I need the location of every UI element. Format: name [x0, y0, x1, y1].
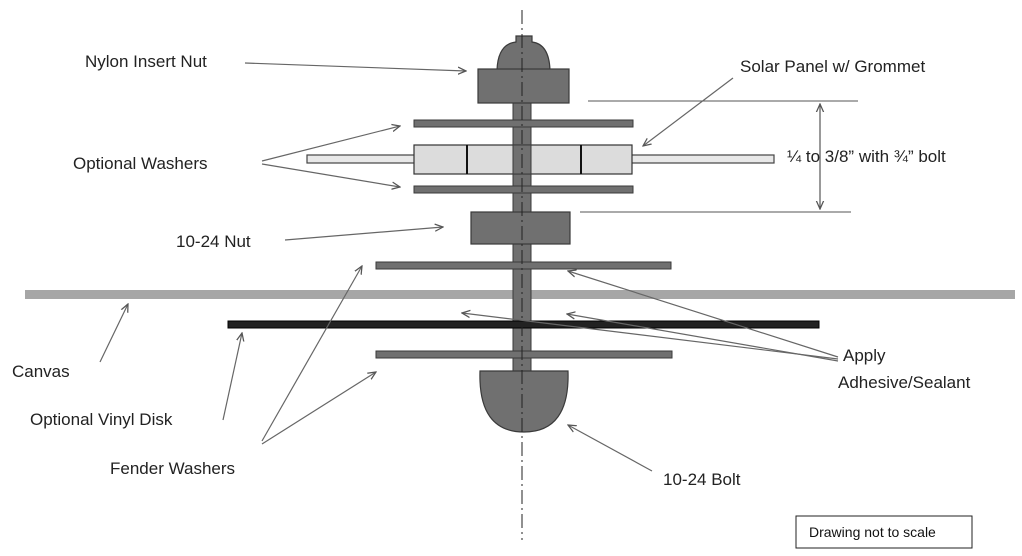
- leader-bolt: [568, 425, 653, 472]
- fender-washer-top: [375, 261, 672, 270]
- label-optional-washers: Optional Washers: [73, 154, 207, 173]
- label-solar-panel: Solar Panel w/ Grommet: [740, 57, 925, 76]
- vinyl-disk: [227, 320, 820, 329]
- leader-nylon-nut: [244, 62, 466, 71]
- nut-10-24: [470, 211, 571, 245]
- scale-note-box: [795, 515, 973, 549]
- bolt-tip: [496, 35, 551, 71]
- leader-apply-2: [462, 313, 839, 360]
- label-canvas: Canvas: [12, 362, 70, 381]
- leader-apply-1: [568, 271, 839, 358]
- leader-washer-top: [261, 126, 400, 162]
- label-nut-10-24: 10-24 Nut: [176, 232, 251, 251]
- leader-solar-panel: [643, 77, 734, 146]
- label-nylon-insert-nut: Nylon Insert Nut: [85, 52, 207, 71]
- bolt-head: [479, 370, 569, 433]
- fender-washer-bottom: [375, 350, 673, 359]
- label-apply: Apply: [843, 346, 886, 365]
- optional-washer-bottom: [413, 185, 634, 194]
- label-fender-washers: Fender Washers: [110, 459, 235, 478]
- leader-nut: [284, 227, 443, 241]
- scale-note: Drawing not to scale: [809, 524, 936, 540]
- leader-fender-top: [261, 266, 362, 442]
- leader-vinyl: [222, 333, 242, 421]
- leader-fender-bottom: [261, 372, 376, 445]
- label-thickness: ¼ to 3/8” with ¾” bolt: [787, 147, 946, 166]
- nylon-insert-nut: [477, 68, 570, 104]
- leader-washer-bottom: [261, 163, 400, 187]
- label-optional-vinyl-disk: Optional Vinyl Disk: [30, 410, 173, 429]
- leader-canvas: [99, 304, 128, 363]
- optional-washer-top: [413, 119, 634, 128]
- label-adhesive-sealant: Adhesive/Sealant: [838, 373, 971, 392]
- label-bolt-10-24: 10-24 Bolt: [663, 470, 741, 489]
- leader-apply-3: [567, 314, 839, 362]
